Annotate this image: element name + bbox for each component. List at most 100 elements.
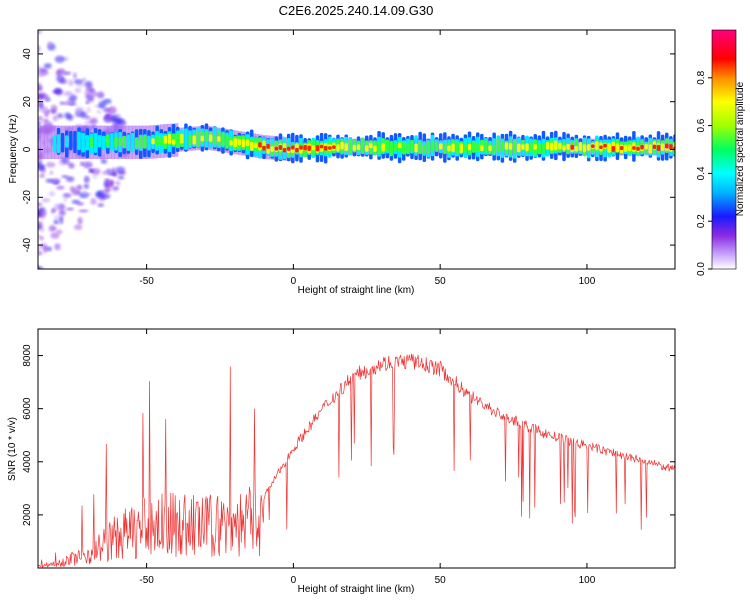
colorbar-tick-label: 0.8 <box>696 70 707 84</box>
heatmap-cell <box>471 140 476 153</box>
heatmap-halo-cell <box>177 127 182 152</box>
heatmap-cell <box>171 139 176 145</box>
heatmap-cell <box>373 145 377 152</box>
heatmap-noise-cell <box>38 221 43 229</box>
heatmap-cell <box>286 146 291 151</box>
heatmap-noise-cell <box>74 88 82 93</box>
heatmap-cell <box>628 144 632 152</box>
heatmap-noise-cell <box>85 100 90 105</box>
heatmap-noise-cell <box>82 77 87 82</box>
heatmap-cell <box>558 142 562 150</box>
heatmap-cell <box>356 144 361 151</box>
heatmap-cell <box>155 135 159 147</box>
heatmap-noise-cell <box>90 198 97 205</box>
heatmap-noise-cell <box>115 166 126 174</box>
heatmap-noise-cell <box>82 161 93 169</box>
heatmap-cell <box>656 144 661 151</box>
colorbar-tick-label: 0.2 <box>696 214 707 228</box>
heatmap-cell <box>319 144 324 149</box>
heatmap-noise-cell <box>56 74 65 83</box>
heatmap-cell <box>360 138 365 154</box>
heatmap-cell <box>660 143 665 152</box>
heatmap-noise-cell <box>67 79 74 87</box>
heatmap-cell <box>163 135 168 144</box>
heatmap-cell <box>591 144 595 148</box>
heatmap-cell <box>89 137 94 149</box>
heatmap-cell <box>463 144 468 153</box>
x-tick-label: 100 <box>579 276 596 287</box>
heatmap-cell <box>315 145 320 152</box>
heatmap-cell <box>541 143 546 154</box>
heatmap-cell <box>389 140 394 157</box>
heatmap-cell <box>101 135 106 151</box>
heatmap-cell <box>599 145 603 149</box>
heatmap-cell <box>200 135 205 142</box>
heatmap-cell <box>138 136 143 149</box>
heatmap-cell <box>648 144 653 154</box>
heatmap-cell <box>492 144 496 154</box>
heatmap-halo-cell <box>251 133 256 158</box>
heatmap-cell <box>118 137 122 147</box>
heatmap-cell <box>397 142 402 149</box>
heatmap-cell <box>406 142 410 154</box>
colorbar: 0.0 0.2 0.4 0.6 0.8 Normalized spectral ampl… <box>696 29 746 276</box>
heatmap-noise-cell <box>52 114 59 122</box>
heatmap-halo-cell <box>40 125 45 160</box>
heatmap-cell <box>484 140 488 153</box>
heatmap-cell <box>426 142 431 154</box>
heatmap-cell <box>455 142 459 155</box>
heatmap-cell <box>410 139 414 153</box>
heatmap-noise-cell <box>45 178 53 183</box>
heatmap-noise-cell <box>48 225 56 232</box>
colorbar-tick-label: 0.6 <box>696 118 707 132</box>
heatmap-cell <box>611 145 616 152</box>
heatmap-cell <box>512 140 517 154</box>
heatmap-noise-cell <box>105 179 115 187</box>
heatmap-cell <box>369 142 373 149</box>
heatmap-halo-cell <box>276 136 281 161</box>
snr-ylabel: SNR (10 * v/v) <box>7 417 18 481</box>
heatmap-noise-cell <box>112 186 120 190</box>
heatmap-noise-cell <box>59 216 64 225</box>
spectrogram-panel: -50 0 50 100 -40 -20 0 20 40 Height of straight … <box>8 29 676 296</box>
heatmap-cell <box>574 145 579 152</box>
spectrogram-ylabel: Frequency (Hz) <box>8 115 19 184</box>
heatmap-noise-cell <box>97 203 104 208</box>
heatmap-cell <box>459 143 464 153</box>
heatmap-cell <box>60 132 65 153</box>
heatmap-cell <box>97 134 102 148</box>
heatmap-noise-cell <box>38 71 46 78</box>
heatmap-noise-cell <box>72 72 78 80</box>
heatmap-noise-cell <box>39 94 50 99</box>
heatmap-noise-cell <box>63 197 68 202</box>
heatmap-cell <box>582 144 587 153</box>
heatmap-cell <box>529 142 533 153</box>
heatmap-noise-cell <box>47 109 52 114</box>
heatmap-cell <box>282 147 287 153</box>
heatmap-noise-cell <box>88 168 93 173</box>
heatmap-noise-cell <box>53 87 62 94</box>
heatmap-noise-cell <box>38 202 43 207</box>
heatmap-cell <box>652 144 657 150</box>
heatmap-noise-cell <box>50 232 60 239</box>
heatmap-halo-cell <box>202 125 207 150</box>
heatmap-cell <box>184 128 188 150</box>
heatmap-cell <box>422 144 427 154</box>
heatmap-cell <box>418 141 422 155</box>
heatmap-cell <box>578 142 583 151</box>
heatmap-noise-cell <box>77 216 83 225</box>
heatmap-halo-cell <box>44 125 49 160</box>
heatmap-cell <box>254 142 258 149</box>
heatmap-halo-cell <box>547 138 552 156</box>
heatmap-cell <box>278 145 283 151</box>
heatmap-noise-cell <box>57 113 64 119</box>
heatmap-cell <box>447 145 451 152</box>
heatmap-cell <box>500 140 505 152</box>
heatmap-noise-cell <box>65 176 75 182</box>
heatmap-cell <box>147 135 151 151</box>
snr-series-line <box>38 353 675 568</box>
heatmap-cell <box>434 142 439 152</box>
heatmap-cell <box>603 143 607 148</box>
heatmap-noise-cell <box>107 172 117 176</box>
heatmap-halo-cell <box>449 138 454 156</box>
